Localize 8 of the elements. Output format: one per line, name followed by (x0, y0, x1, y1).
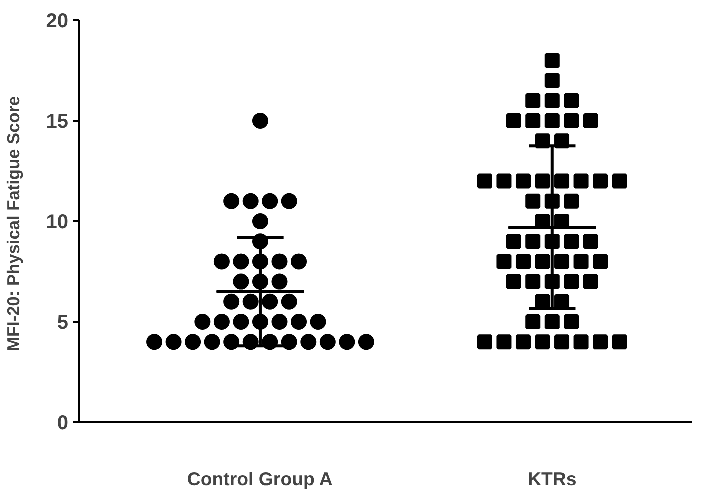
y-tick-label: 10 (46, 212, 69, 234)
y-tick-label: 20 (46, 10, 69, 32)
y-tick-label: 15 (46, 111, 69, 133)
y-axis-title: MFI-20: Physical Fatigue Score (3, 96, 24, 352)
y-tick-label: 5 (57, 312, 68, 334)
x-tick-label: Control Group A (187, 468, 333, 490)
y-tick-label: 0 (57, 412, 68, 434)
x-tick-label: KTRs (528, 468, 577, 490)
